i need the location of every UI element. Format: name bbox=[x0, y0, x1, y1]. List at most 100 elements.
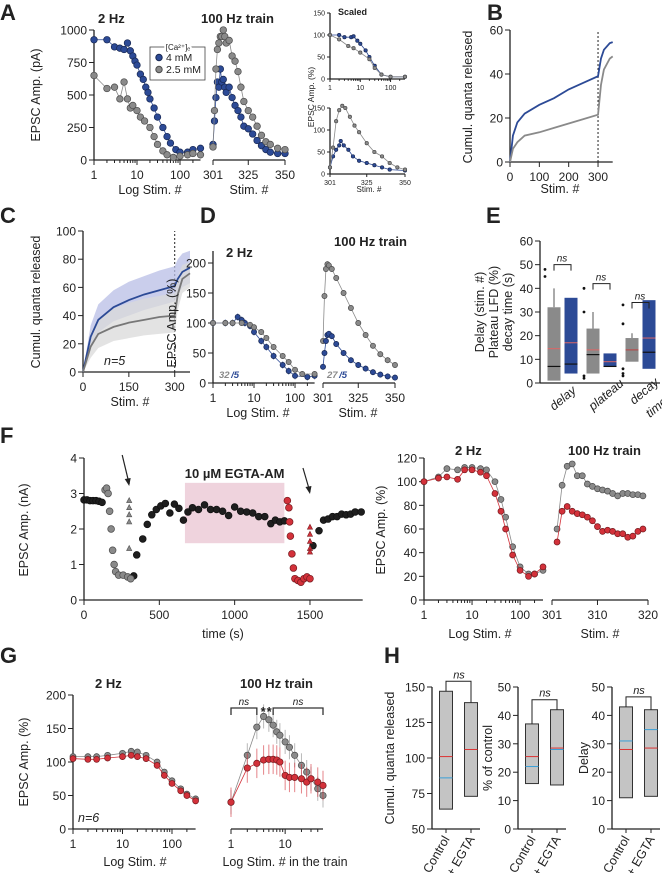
a-title-100hz: 100 Hz train bbox=[201, 11, 274, 26]
chart-B bbox=[505, 29, 614, 167]
x-tick-label: 1 bbox=[228, 837, 235, 851]
chart-D-2Hz bbox=[208, 251, 318, 388]
data-point bbox=[133, 106, 141, 115]
data-point bbox=[443, 473, 451, 481]
box bbox=[586, 328, 600, 374]
data-point bbox=[133, 61, 141, 69]
data-point bbox=[355, 320, 362, 326]
data-point bbox=[84, 755, 92, 763]
data-point bbox=[263, 335, 270, 341]
panel-letter: B bbox=[487, 0, 503, 25]
category-label: delay bbox=[547, 383, 579, 413]
data-point bbox=[327, 165, 333, 170]
y-tick-label: 150 bbox=[405, 681, 425, 695]
data-point bbox=[231, 57, 239, 65]
data-point bbox=[384, 357, 391, 364]
data-point bbox=[491, 478, 499, 486]
panel-letter: G bbox=[0, 643, 17, 668]
y-tick-label: 100 bbox=[186, 317, 206, 331]
data-point bbox=[362, 332, 369, 338]
data-point bbox=[279, 353, 286, 359]
chart-C bbox=[78, 230, 191, 377]
chart-A-scaled-100Hz bbox=[327, 103, 408, 177]
data-point bbox=[531, 570, 538, 578]
data-point bbox=[619, 530, 627, 538]
x-tick-label: 500 bbox=[149, 608, 169, 622]
box bbox=[644, 709, 658, 797]
box bbox=[550, 709, 564, 786]
data-point bbox=[184, 508, 192, 516]
data-point bbox=[234, 314, 241, 320]
data-point bbox=[251, 324, 257, 331]
y-tick-label: 40 bbox=[490, 68, 504, 82]
data-point bbox=[639, 492, 647, 500]
x-tick-label: 301 bbox=[313, 391, 333, 405]
x-tick-label: 325 bbox=[361, 180, 373, 187]
data-point bbox=[357, 130, 362, 135]
data-point bbox=[90, 36, 98, 44]
box bbox=[439, 690, 453, 810]
data-point bbox=[291, 773, 299, 781]
significance-label: ns bbox=[633, 685, 645, 697]
data-point bbox=[119, 753, 126, 760]
data-point bbox=[244, 125, 252, 133]
data-point bbox=[142, 755, 150, 763]
x-tick-label: 300 bbox=[165, 380, 185, 394]
outlier-point bbox=[543, 268, 547, 271]
data-point bbox=[263, 344, 270, 350]
y-tick-label: 60 bbox=[404, 523, 418, 537]
panel-letter: D bbox=[200, 203, 216, 228]
box bbox=[603, 353, 617, 367]
y-axis-label: EPSC Amp. (%) bbox=[165, 279, 179, 368]
data-point bbox=[123, 39, 132, 47]
data-point bbox=[169, 153, 177, 162]
x-tick-label: 100 bbox=[170, 168, 190, 182]
legend-marker bbox=[155, 65, 163, 74]
y-axis-label: Cumul. quanta released bbox=[29, 236, 43, 369]
x-tick-label: 1000 bbox=[221, 608, 248, 622]
data-point bbox=[212, 93, 220, 102]
data-point bbox=[321, 293, 328, 299]
y-axis-label: Cumul. quanta released bbox=[461, 31, 475, 164]
data-point bbox=[248, 509, 257, 517]
y-tick-label: 50 bbox=[520, 258, 534, 272]
data-point bbox=[159, 123, 167, 132]
y-tick-label: 40 bbox=[63, 309, 77, 323]
data-point bbox=[176, 152, 184, 160]
data-point bbox=[516, 567, 524, 574]
chart-D-100Hz bbox=[320, 261, 398, 388]
data-point bbox=[388, 74, 393, 79]
data-point bbox=[285, 518, 294, 526]
data-point bbox=[213, 45, 222, 54]
box bbox=[547, 307, 561, 381]
data-point bbox=[387, 160, 392, 166]
outlier-point bbox=[582, 374, 586, 378]
data-point bbox=[338, 138, 343, 144]
data-point bbox=[539, 563, 547, 571]
series-connector bbox=[329, 140, 406, 171]
data-point-triangle bbox=[126, 518, 133, 525]
chart-E bbox=[535, 240, 660, 384]
data-point bbox=[299, 371, 306, 377]
chart-F-time bbox=[79, 454, 365, 605]
data-point bbox=[253, 759, 261, 767]
y-tick-label: 80 bbox=[404, 499, 418, 513]
series-connector bbox=[423, 469, 544, 577]
data-point bbox=[253, 122, 261, 130]
g-n: n=6 bbox=[78, 811, 99, 825]
data-point bbox=[558, 481, 566, 489]
x-tick-label: 301 bbox=[542, 608, 562, 622]
data-point bbox=[594, 523, 601, 530]
y-tick-label: 100 bbox=[405, 752, 425, 766]
significance-label: ns bbox=[596, 273, 607, 284]
data-point bbox=[367, 57, 372, 62]
box bbox=[564, 297, 578, 374]
data-point bbox=[227, 798, 235, 806]
data-point bbox=[200, 501, 209, 509]
data-point bbox=[319, 781, 327, 790]
chart-H-quanta bbox=[427, 680, 480, 833]
data-point bbox=[69, 755, 77, 763]
data-point bbox=[392, 362, 398, 368]
x-tick-label: 100 bbox=[285, 391, 305, 405]
